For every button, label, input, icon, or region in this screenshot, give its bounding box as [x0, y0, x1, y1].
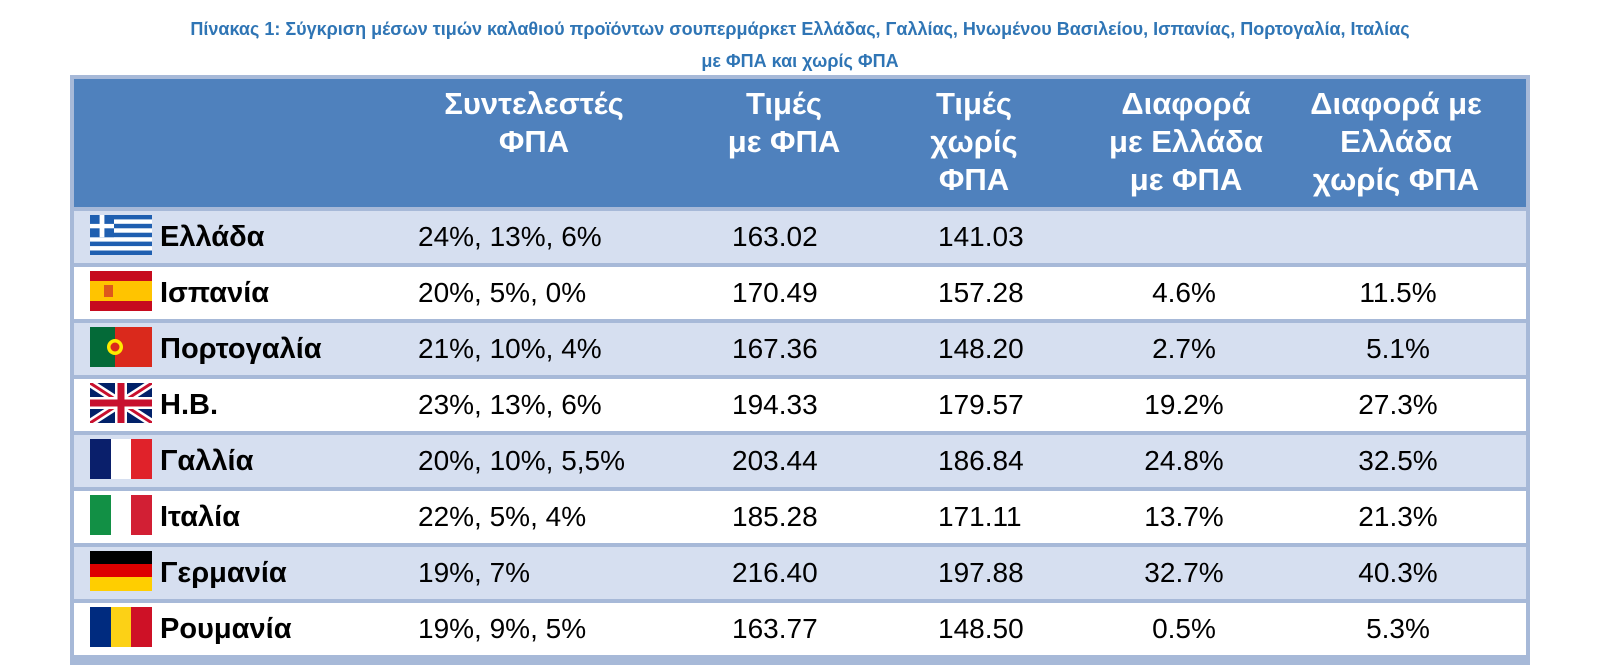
- price-with-vat: 194.33: [732, 389, 818, 420]
- diff-without-vat: 40.3%: [1358, 557, 1438, 588]
- price-without-vat: 148.50: [938, 613, 1024, 644]
- table-caption-line1: Πίνακας 1: Σύγκριση μέσων τιμών καλαθιού…: [190, 19, 1410, 39]
- table-row: Ρουμανία 19%, 9%, 5% 163.77 148.50 0.5% …: [74, 603, 1526, 655]
- diff-without-vat: 21.3%: [1358, 501, 1438, 532]
- price-with-vat: 163.02: [732, 221, 818, 252]
- price-without-vat: 148.20: [938, 333, 1024, 364]
- table-row: Γερμανία 19%, 7% 216.40 197.88 32.7% 40.…: [74, 547, 1526, 599]
- diff-without-vat: 32.5%: [1358, 445, 1438, 476]
- country-name: Ελλάδα: [160, 221, 265, 253]
- vat-rates: 19%, 7%: [418, 557, 531, 588]
- country-name: Η.Β.: [160, 389, 218, 421]
- italy-flag-icon: [90, 495, 152, 535]
- price-without-vat: 171.11: [938, 501, 1022, 532]
- vat-rates: 23%, 13%, 6%: [418, 389, 602, 420]
- france-flag-icon: [90, 439, 152, 479]
- romania-flag-icon: [90, 607, 152, 647]
- country-name: Γαλλία: [160, 445, 254, 477]
- country-name: Ιταλία: [160, 501, 241, 533]
- header-price-without-vat: Τιμές χωρίς ΦΠΑ: [930, 86, 1018, 197]
- diff-with-vat: [1104, 211, 1264, 263]
- table-row: Πορτογαλία 21%, 10%, 4% 167.36 148.20 2.…: [74, 323, 1526, 375]
- price-without-vat: 179.57: [938, 389, 1024, 420]
- price-without-vat: 141.03: [938, 221, 1024, 252]
- header-price-with-vat: Τιμές με ΦΠΑ: [727, 86, 841, 159]
- vat-rates: 22%, 5%, 4%: [418, 501, 587, 532]
- price-without-vat: 186.84: [938, 445, 1024, 476]
- price-with-vat: 167.36: [732, 333, 818, 364]
- price-with-vat: 163.77: [732, 613, 818, 644]
- country-name: Ισπανία: [160, 277, 270, 309]
- country-name: Πορτογαλία: [160, 333, 322, 365]
- diff-with-vat: 24.8%: [1144, 445, 1224, 476]
- vat-rates: 20%, 5%, 0%: [418, 277, 587, 308]
- price-with-vat: 203.44: [732, 445, 818, 476]
- diff-without-vat: 5.1%: [1366, 333, 1430, 364]
- table-row: Ελλάδα 24%, 13%, 6% 163.02 141.03: [74, 211, 1526, 263]
- diff-without-vat: 11.5%: [1359, 277, 1437, 308]
- spain-flag-icon: [90, 271, 152, 311]
- country-name: Ρουμανία: [160, 613, 292, 645]
- diff-without-vat: 27.3%: [1358, 389, 1438, 420]
- header-diff-with-vat: Διαφορά με Ελλάδα με ΦΠΑ: [1109, 86, 1263, 197]
- diff-with-vat: 32.7%: [1144, 557, 1224, 588]
- diff-with-vat: 2.7%: [1152, 333, 1216, 364]
- price-with-vat: 216.40: [732, 557, 818, 588]
- portugal-flag-icon: [90, 327, 152, 367]
- table-row: Ισπανία 20%, 5%, 0% 170.49 157.28 4.6% 1…: [74, 267, 1526, 319]
- table-row: Γαλλία 20%, 10%, 5,5% 203.44 186.84 24.8…: [74, 435, 1526, 487]
- country-name: Γερμανία: [160, 557, 287, 589]
- table-header: Συντελεστές ΦΠΑ Τιμές με ΦΠΑ Τιμές χωρίς ΦΠΑ…: [74, 79, 1526, 207]
- diff-without-vat: [1318, 211, 1478, 263]
- price-with-vat: 170.49: [732, 277, 818, 308]
- diff-with-vat: 19.2%: [1144, 389, 1224, 420]
- vat-rates: 20%, 10%, 5,5%: [418, 445, 626, 476]
- diff-with-vat: 4.6%: [1152, 277, 1216, 308]
- diff-with-vat: 13.7%: [1144, 501, 1224, 532]
- price-without-vat: 197.88: [938, 557, 1024, 588]
- header-diff-without-vat: Διαφορά με Ελλάδα χωρίς ΦΠΑ: [1310, 86, 1482, 197]
- germany-flag-icon: [90, 551, 152, 591]
- table-row: Η.Β. 23%, 13%, 6% 194.33 179.57 19.2% 27…: [74, 379, 1526, 431]
- price-with-vat: 185.28: [732, 501, 818, 532]
- price-comparison-table: Συντελεστές ΦΠΑ Τιμές με ΦΠΑ Τιμές χωρίς ΦΠΑ…: [70, 75, 1530, 665]
- price-without-vat: 157.28: [938, 277, 1024, 308]
- header-vat-rates: Συντελεστές ΦΠΑ: [444, 86, 624, 159]
- vat-rates: 19%, 9%, 5%: [418, 613, 587, 644]
- vat-rates: 24%, 13%, 6%: [418, 221, 602, 252]
- table-row: Ιταλία 22%, 5%, 4% 185.28 171.11 13.7% 2…: [74, 491, 1526, 543]
- table-caption-line2: με ΦΠΑ και χωρίς ΦΠΑ: [701, 51, 899, 71]
- diff-without-vat: 5.3%: [1366, 613, 1430, 644]
- uk-flag-icon: [90, 383, 152, 423]
- vat-rates: 21%, 10%, 4%: [418, 333, 602, 364]
- diff-with-vat: 0.5%: [1152, 613, 1216, 644]
- greece-flag-icon: [90, 215, 152, 255]
